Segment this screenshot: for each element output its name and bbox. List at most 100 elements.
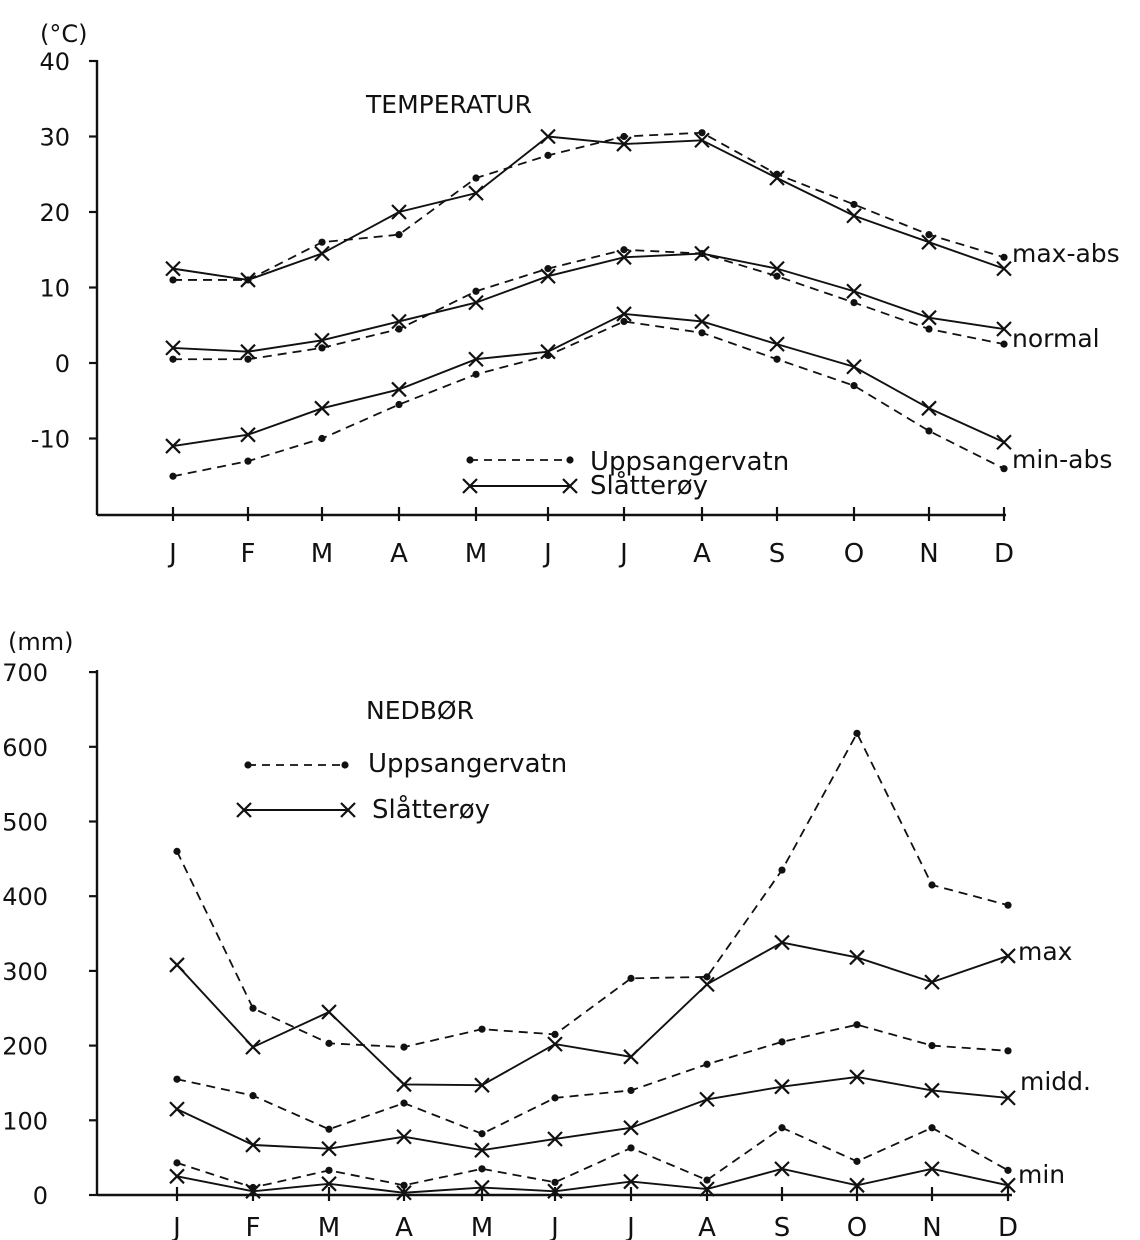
data-point-dot (169, 472, 177, 480)
data-point-dot (928, 881, 936, 889)
data-point-x (774, 1078, 790, 1095)
legend (462, 456, 578, 494)
data-point-x (623, 1119, 639, 1136)
month-label: A (395, 1213, 413, 1240)
data-point-x (849, 949, 865, 966)
data-point-x (849, 1177, 865, 1194)
y-tick-label: 400 (2, 883, 48, 911)
y-tick-label: 10 (39, 275, 70, 303)
data-point-x (846, 283, 862, 300)
y-tick-label: 40 (39, 48, 70, 76)
data-point-x (321, 1140, 337, 1157)
data-point-x (694, 132, 710, 149)
series-slatteroy-normal (165, 245, 1012, 360)
data-point-dot (478, 1165, 486, 1173)
y-tick-label: 700 (2, 659, 48, 687)
legend-x (340, 802, 356, 818)
data-point-dot (627, 974, 635, 982)
month-label: O (844, 539, 864, 569)
data-point-dot (173, 847, 181, 855)
data-point-dot (249, 1004, 257, 1012)
series-line (173, 131, 1005, 281)
data-point-x (314, 332, 330, 349)
data-point-dot (318, 238, 326, 246)
legend-label: Slåtterøy (590, 470, 708, 501)
data-point-x (468, 351, 484, 368)
y-tick-label: 0 (55, 350, 70, 378)
data-point-x (474, 1179, 490, 1196)
data-point-dot (1000, 465, 1008, 473)
series-slatteroy-min (169, 1161, 1016, 1201)
series-slatteroy-midd (169, 1069, 1016, 1158)
data-point-dot (544, 265, 552, 273)
legend-dot (341, 761, 349, 769)
series-line (172, 320, 1005, 478)
data-point-dot (850, 299, 858, 307)
y-tick-label: 500 (2, 809, 48, 837)
month-label: F (241, 539, 256, 569)
month-label: S (769, 539, 786, 569)
data-point-dot (249, 1092, 257, 1100)
data-point-dot (853, 729, 861, 737)
legend-label: Uppsangervatn (368, 749, 567, 779)
series-slatteroy-min-abs (165, 306, 1012, 454)
data-point-dot (850, 200, 858, 209)
data-point-dot (1000, 253, 1008, 261)
data-point-x (1000, 1177, 1016, 1194)
data-point-dot (853, 1021, 861, 1029)
data-point-x (846, 207, 862, 224)
data-point-dot (703, 1060, 711, 1068)
series-uppsangervatn-min-abs (169, 317, 1008, 480)
data-point-x (616, 306, 632, 322)
data-point-x (468, 294, 484, 311)
legend-x (236, 802, 252, 818)
data-point-x (391, 381, 407, 398)
data-point-x (996, 321, 1012, 337)
data-point-dot (173, 1075, 181, 1083)
group-label: midd. (1020, 1067, 1091, 1096)
month-label: J (618, 539, 628, 569)
month-label: N (922, 1213, 941, 1240)
series-uppsangervatn-min (173, 1124, 1012, 1192)
y-tick-label: 0 (33, 1182, 48, 1210)
data-point-x (240, 426, 256, 443)
month-label: M (471, 1213, 493, 1240)
month-label: O (847, 1213, 867, 1240)
month-label: J (171, 1213, 181, 1240)
data-point-x (240, 343, 256, 360)
data-point-x (474, 1077, 490, 1093)
data-point-dot (395, 400, 403, 409)
data-point-dot (928, 1124, 936, 1132)
data-point-dot (244, 457, 252, 465)
y-unit-label: (°C) (40, 20, 87, 48)
y-tick-label: 200 (2, 1033, 48, 1061)
month-label: J (542, 539, 552, 569)
group-label: min-abs (1012, 445, 1112, 474)
data-point-dot (551, 1178, 559, 1186)
data-point-dot (400, 1043, 408, 1051)
group-label: normal (1012, 324, 1100, 353)
series-line (176, 941, 1009, 1087)
y-tick-label: -10 (31, 426, 70, 454)
legend-label: Slåtterøy (372, 794, 490, 825)
data-point-dot (544, 151, 552, 159)
data-point-x (769, 260, 785, 277)
series-uppsangervatn-max (173, 729, 1012, 1051)
data-point-x (623, 1173, 639, 1190)
data-point-dot (773, 272, 781, 280)
data-point-x (616, 136, 632, 152)
data-point-x (996, 260, 1012, 277)
data-point-dot (318, 344, 326, 352)
data-point-dot (703, 973, 711, 981)
data-point-x (169, 1101, 185, 1117)
y-tick-label: 100 (2, 1107, 48, 1135)
series-line (172, 252, 1005, 353)
data-point-dot (1004, 1047, 1012, 1055)
data-point-x (924, 1082, 940, 1099)
month-label: A (390, 539, 408, 569)
y-tick-label: 20 (39, 199, 70, 227)
data-point-dot (400, 1099, 408, 1107)
data-point-x (616, 249, 632, 266)
month-label: M (311, 539, 333, 569)
month-label: D (994, 539, 1014, 569)
